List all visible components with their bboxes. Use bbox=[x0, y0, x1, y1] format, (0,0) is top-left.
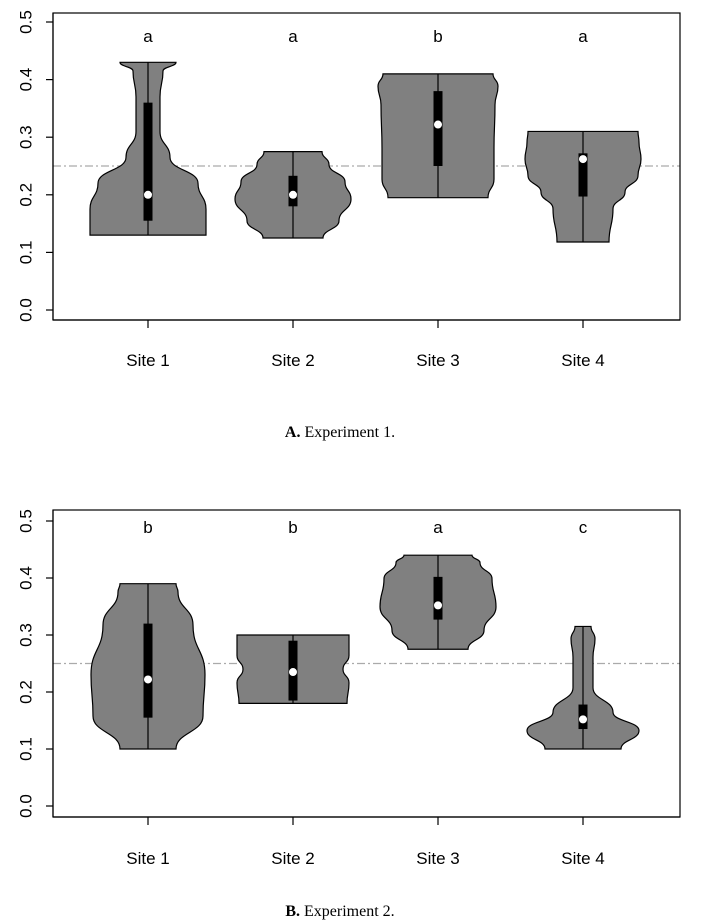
y-tick-label: 0.5 bbox=[16, 509, 35, 533]
significance-letter: a bbox=[288, 27, 298, 46]
y-tick-label: 0.0 bbox=[16, 794, 35, 818]
median-point bbox=[144, 190, 152, 199]
median-point bbox=[579, 715, 587, 724]
x-tick-label: Site 3 bbox=[416, 849, 459, 868]
significance-letter: b bbox=[288, 518, 297, 537]
axis-ticks: 0.0 0.1 0.2 0.3 0.4 0.5 Site 1 Site 2 Site 3 Site… bbox=[16, 509, 604, 868]
x-tick-label: Site 2 bbox=[271, 351, 314, 370]
y-tick-label: 0.0 bbox=[16, 298, 35, 322]
y-tick-label: 0.4 bbox=[16, 68, 35, 92]
x-tick-label: Site 1 bbox=[126, 849, 169, 868]
y-tick-label: 0.5 bbox=[16, 10, 35, 34]
median-point bbox=[144, 675, 152, 684]
y-tick-label: 0.2 bbox=[16, 183, 35, 207]
x-tick-label: Site 3 bbox=[416, 351, 459, 370]
significance-letter: a bbox=[578, 27, 588, 46]
violins-group bbox=[89, 61, 642, 243]
significance-letter: b bbox=[143, 518, 152, 537]
median-point bbox=[579, 155, 587, 164]
median-point bbox=[434, 120, 442, 129]
axis-ticks: 0.0 0.1 0.2 0.3 0.4 0.5 Site 1 Site 2 Site 3 Site… bbox=[16, 10, 604, 370]
iqr-box bbox=[578, 153, 588, 197]
iqr-box bbox=[433, 576, 443, 620]
caption-experiment-2: B. Experiment 2. bbox=[285, 903, 394, 920]
median-point bbox=[289, 668, 297, 677]
x-tick-label: Site 4 bbox=[561, 351, 604, 370]
y-tick-label: 0.3 bbox=[16, 623, 35, 647]
significance-letter: b bbox=[433, 27, 442, 46]
x-tick-label: Site 1 bbox=[126, 351, 169, 370]
x-tick-label: Site 2 bbox=[271, 849, 314, 868]
y-tick-label: 0.1 bbox=[16, 241, 35, 265]
panel-experiment-1: 0.0 0.1 0.2 0.3 0.4 0.5 Site 1 Site 2 Site 3 Site… bbox=[16, 10, 681, 441]
y-tick-label: 0.4 bbox=[16, 566, 35, 590]
x-tick-label: Site 4 bbox=[561, 849, 604, 868]
y-tick-label: 0.3 bbox=[16, 125, 35, 149]
y-tick-label: 0.1 bbox=[16, 737, 35, 761]
caption-experiment-1: A. Experiment 1. bbox=[285, 424, 395, 441]
violins-group bbox=[90, 554, 640, 750]
panel-experiment-2: 0.0 0.1 0.2 0.3 0.4 0.5 Site 1 Site 2 Site 3 Site… bbox=[16, 509, 681, 920]
median-point bbox=[289, 190, 297, 199]
significance-letter: a bbox=[143, 27, 153, 46]
significance-letter: a bbox=[433, 518, 443, 537]
significance-letter: c bbox=[579, 518, 588, 537]
y-tick-label: 0.2 bbox=[16, 680, 35, 704]
iqr-box bbox=[143, 102, 153, 221]
median-point bbox=[434, 601, 442, 610]
iqr-box bbox=[433, 91, 443, 166]
iqr-box bbox=[143, 623, 153, 718]
